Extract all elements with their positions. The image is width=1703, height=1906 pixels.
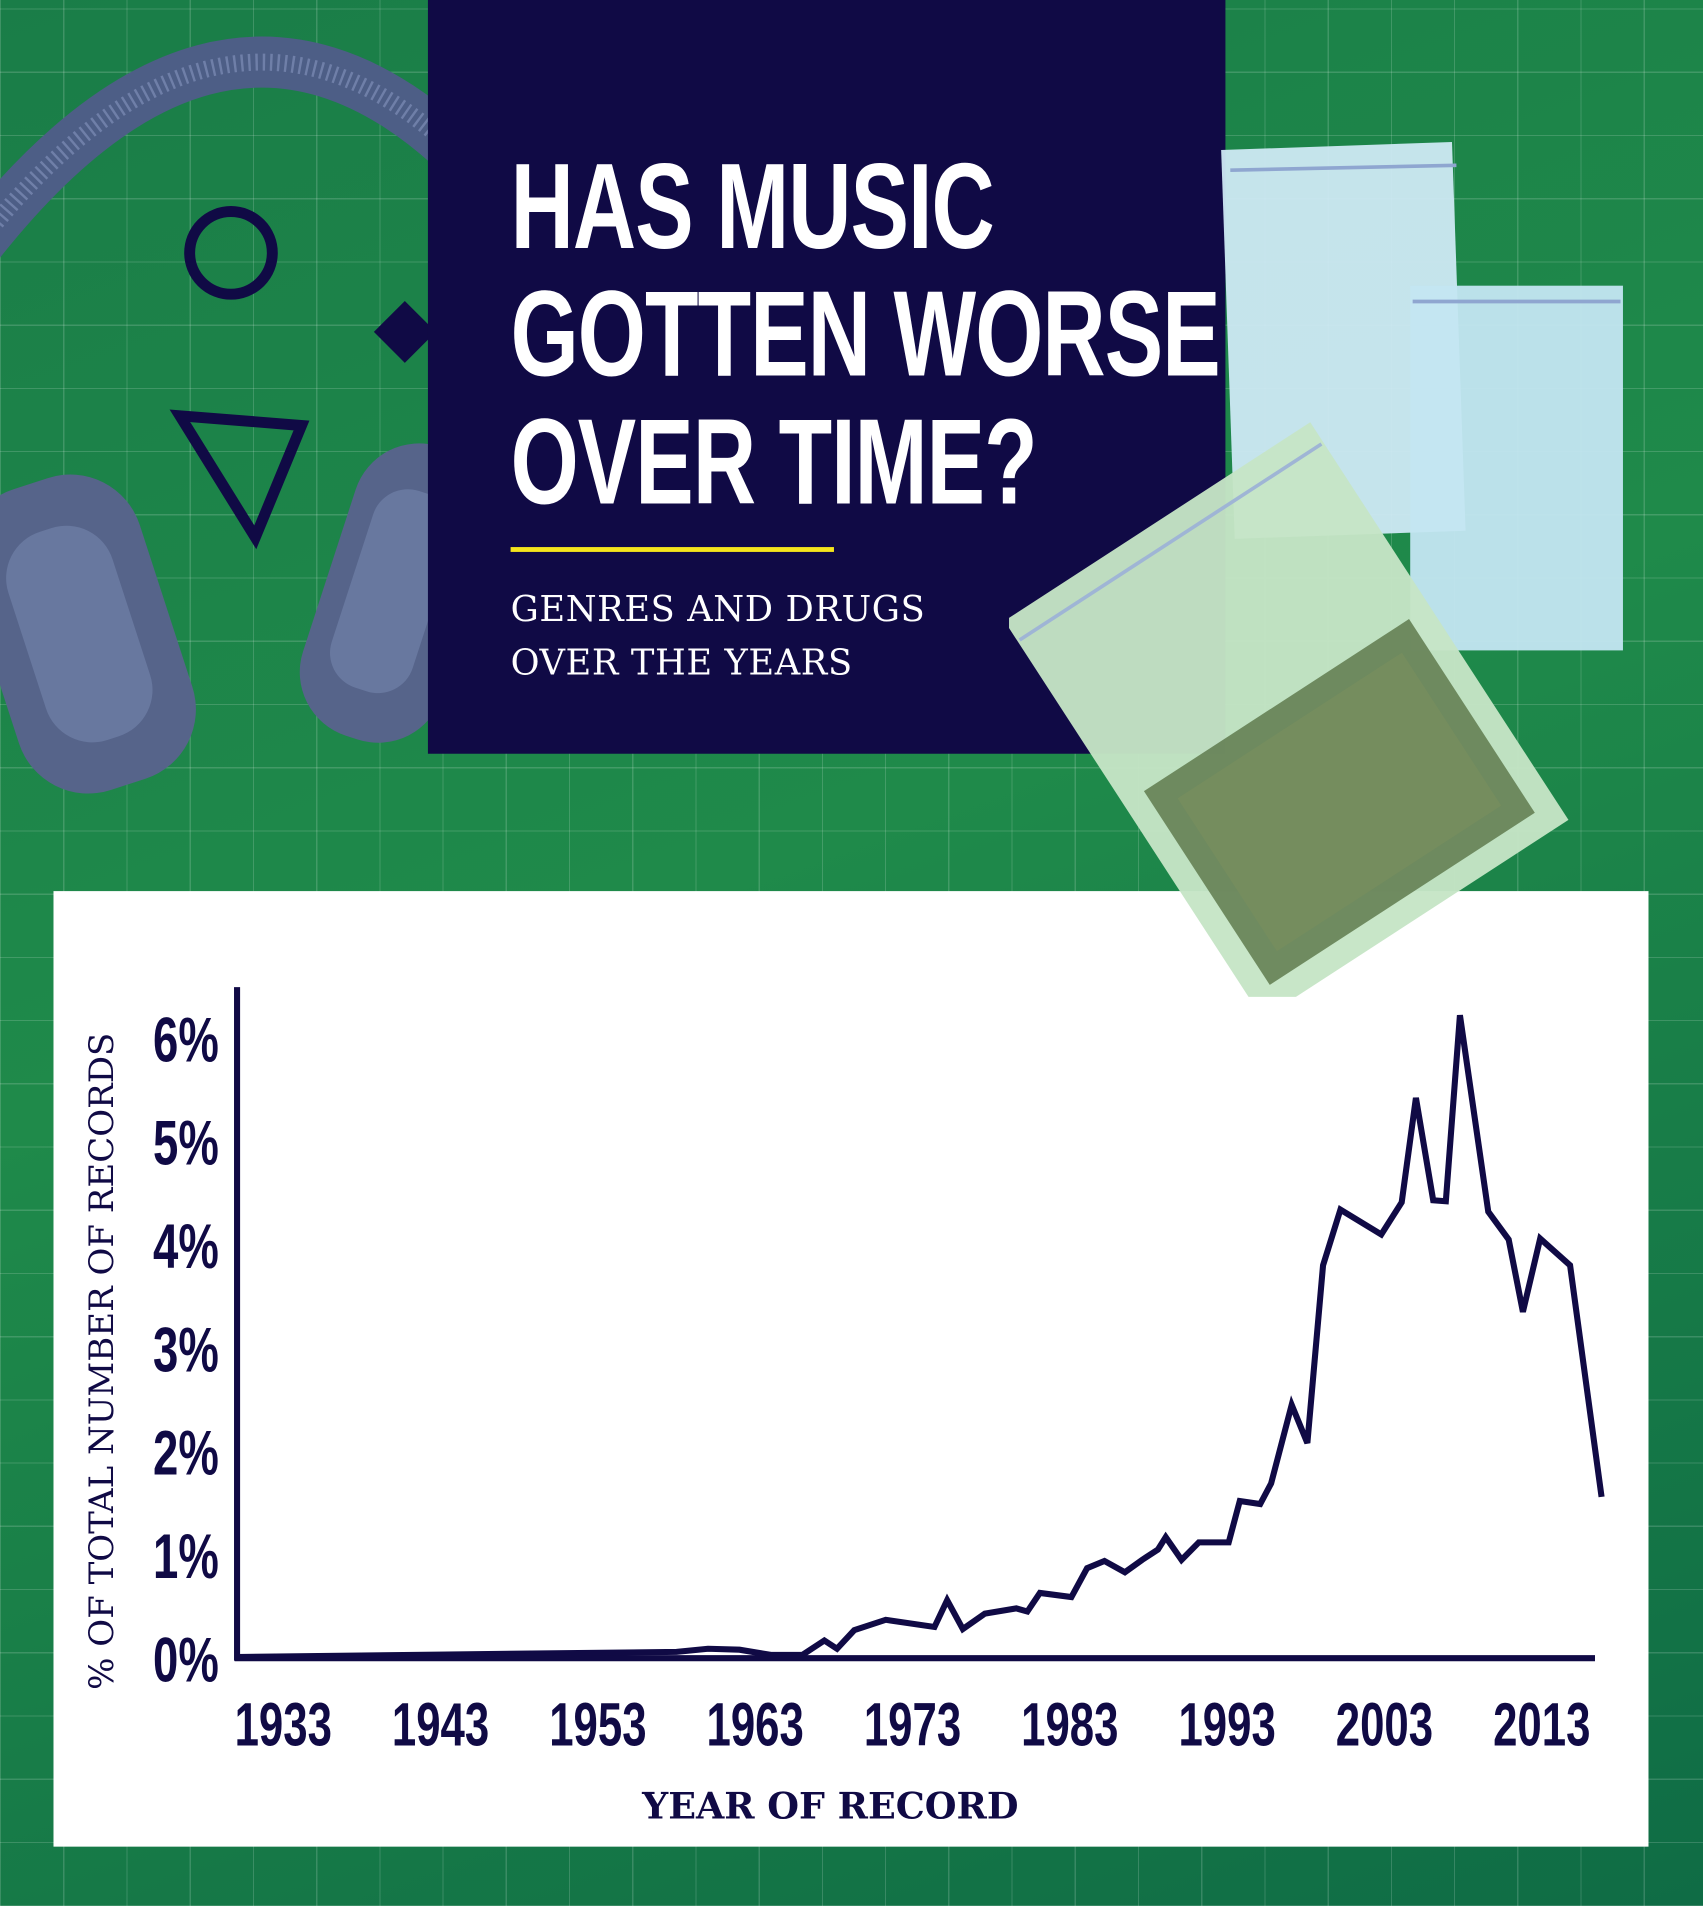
y-tick-label: 1% [153,1521,219,1592]
x-tick-label: 1943 [392,1692,489,1760]
x-axis-label: YEAR OF RECORD [641,1785,1018,1828]
x-tick-label: 1973 [864,1692,961,1760]
series-line [236,1014,1605,1661]
triangle-icon [169,409,310,550]
y-tick-label: 4% [153,1211,219,1282]
x-tick-label: 1933 [235,1692,332,1760]
y-axis-label: % OF TOTAL NUMBER OF RECORDS [82,1033,122,1690]
x-tick-label: 2003 [1336,1692,1433,1760]
diamond-icon [373,300,436,363]
circle-icon [184,206,278,300]
x-tick-label: 1953 [549,1692,646,1760]
chart-panel [53,891,1649,1847]
shapes-decoration [169,206,436,550]
title-underline [510,547,834,552]
subtitle-line-1: GENRES AND DRUGS [510,588,926,630]
y-tick-label: 2% [153,1417,219,1488]
y-tick-label: 0% [153,1624,219,1695]
title-line-3: OVER TIME? [510,393,1038,531]
title-line-1: HAS MUSIC [510,138,995,275]
x-tick-label: 2013 [1493,1692,1590,1760]
y-tick-label: 5% [153,1107,219,1178]
x-tick-label: 1983 [1021,1692,1118,1760]
x-tick-label: 1993 [1178,1692,1275,1760]
y-tick-label: 6% [153,1004,219,1075]
title-line-2: GOTTEN WORSE [510,266,1221,403]
x-tick-label: 1963 [707,1692,804,1760]
subtitle-line-2: OVER THE YEARS [510,641,853,684]
plastic-bags-image [1009,141,1623,997]
y-tick-label: 3% [153,1314,219,1385]
